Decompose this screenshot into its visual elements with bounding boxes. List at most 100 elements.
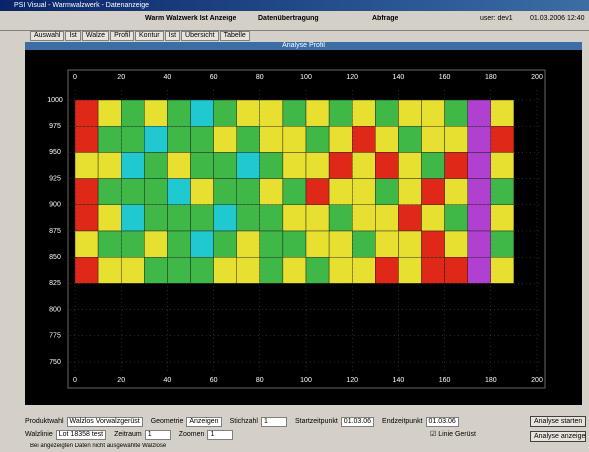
heat-cell bbox=[398, 125, 422, 153]
field: Startzeitpunkt 01.03.06 bbox=[295, 416, 375, 427]
x-tick-label: 160 bbox=[439, 74, 451, 81]
heat-cell bbox=[328, 230, 353, 258]
heat-cell bbox=[167, 230, 191, 258]
heat-cell bbox=[167, 178, 191, 206]
chart: 0 0 20 20 40 40 60 60 80 80 100 100 120 120 140 140 160 1… bbox=[47, 69, 546, 389]
heat-cell bbox=[375, 125, 399, 153]
heat-cell bbox=[398, 230, 422, 258]
panel-header: Analyse Profil bbox=[25, 42, 582, 50]
field: Stichzahl 1 bbox=[230, 416, 287, 427]
field-input[interactable]: Anzeigen bbox=[186, 416, 222, 427]
field-input[interactable]: Lot 18358 test bbox=[55, 429, 107, 440]
field: Endzeitpunkt 01.03.06 bbox=[382, 416, 459, 427]
heat-cell bbox=[97, 204, 122, 232]
toolbar: Warm Walzwerk Ist Anzeige Datenübertragu… bbox=[0, 11, 589, 31]
x-tick-label: 60 bbox=[210, 74, 218, 81]
y-tick-label: 900 bbox=[49, 202, 61, 209]
field: Zoomen 1 bbox=[179, 429, 234, 440]
heat-cell bbox=[444, 178, 468, 206]
heat-cell bbox=[398, 99, 422, 127]
heat-cell bbox=[74, 125, 99, 153]
heat-cell bbox=[97, 230, 122, 258]
x-tick-label: 0 bbox=[73, 377, 77, 384]
tab[interactable]: Übersicht bbox=[181, 31, 219, 41]
tab[interactable]: Kontur bbox=[135, 31, 164, 41]
heat-cell bbox=[144, 178, 168, 206]
button[interactable]: Analyse starten bbox=[530, 416, 586, 427]
heat-cell bbox=[120, 125, 145, 153]
tab[interactable]: Profil bbox=[110, 31, 135, 41]
heat-cell bbox=[236, 99, 260, 127]
heat-cell bbox=[352, 125, 376, 153]
heat-cell bbox=[467, 152, 492, 179]
heat-cell bbox=[74, 256, 99, 284]
heat-cell bbox=[467, 178, 492, 206]
y-tick-label: 875 bbox=[49, 228, 61, 235]
heat-cell bbox=[305, 152, 330, 179]
button[interactable]: Analyse anzeigen bbox=[530, 431, 586, 442]
heat-cell bbox=[328, 125, 353, 153]
heat-cell bbox=[352, 204, 376, 232]
x-tick-label: 200 bbox=[531, 74, 543, 81]
heat-cell bbox=[120, 152, 145, 179]
heat-cell bbox=[190, 204, 214, 232]
field-input[interactable]: 1 bbox=[207, 429, 234, 440]
x-tick-label: 140 bbox=[393, 74, 405, 81]
field: Zeitraum 1 bbox=[114, 429, 171, 440]
heat-cell bbox=[282, 204, 307, 232]
heat-cell bbox=[375, 256, 399, 284]
heat-cell bbox=[305, 256, 330, 284]
heat-cell bbox=[259, 152, 284, 179]
heat-cell bbox=[236, 178, 260, 206]
heat-cell bbox=[398, 256, 422, 284]
heat-cell bbox=[305, 178, 330, 206]
tab[interactable]: Walze bbox=[81, 31, 110, 41]
field-input[interactable]: 1 bbox=[260, 416, 287, 427]
heat-cell bbox=[213, 125, 237, 153]
field-input[interactable]: 01.03.06 bbox=[425, 416, 459, 427]
y-tick-label: 925 bbox=[49, 175, 61, 182]
heat-cell bbox=[259, 125, 284, 153]
tab[interactable]: Ist bbox=[164, 31, 181, 41]
field-input[interactable]: Walzlos Vorwalzgerüst bbox=[66, 416, 143, 427]
heat-cell bbox=[190, 125, 214, 153]
field-label: Walzlinie bbox=[25, 431, 53, 438]
checkbox[interactable]: ☑ Linie Gerüst bbox=[430, 431, 476, 438]
heat-cell bbox=[352, 256, 376, 284]
heat-cell bbox=[352, 230, 376, 258]
heat-cell bbox=[490, 99, 515, 127]
heat-cell bbox=[282, 125, 307, 153]
status-text: Bei angezeigten Daten nicht ausgewählte … bbox=[30, 443, 167, 449]
field-label: Zoomen bbox=[178, 431, 205, 438]
field-input[interactable]: 01.03.06 bbox=[340, 416, 375, 427]
y-tick-label: 775 bbox=[49, 333, 61, 340]
tab-strip: Auswahl Ist Walze Profil Kontur Ist Übersicht T… bbox=[0, 31, 589, 41]
toolbar-query[interactable]: Abfrage bbox=[372, 15, 399, 22]
tab[interactable]: Ist bbox=[65, 31, 81, 41]
heat-cell bbox=[213, 152, 237, 179]
heat-cell bbox=[74, 230, 99, 258]
heat-cell bbox=[398, 152, 422, 179]
heat-cell bbox=[467, 204, 492, 232]
control-row: Produktwahl Walzlos Vorwalzgerüst Geometri… bbox=[25, 416, 585, 427]
heat-cell bbox=[259, 230, 284, 258]
heat-cell bbox=[467, 230, 492, 258]
field-input[interactable]: 1 bbox=[144, 429, 171, 440]
heat-cell bbox=[167, 256, 191, 284]
heat-cell bbox=[120, 230, 145, 258]
heat-cell bbox=[213, 204, 237, 232]
heat-cell bbox=[328, 99, 353, 127]
heat-cell bbox=[467, 99, 492, 127]
heat-cell bbox=[236, 204, 260, 232]
heat-cell bbox=[190, 152, 214, 179]
heat-cell bbox=[444, 256, 468, 284]
toolbar-title: Warm Walzwerk Ist Anzeige bbox=[145, 15, 237, 22]
heat-cell bbox=[144, 256, 168, 284]
heat-cell bbox=[421, 99, 445, 127]
y-tick-label: 850 bbox=[49, 254, 61, 261]
heat-cell bbox=[259, 99, 284, 127]
toolbar-user: user: dev1 bbox=[480, 15, 513, 22]
tab[interactable]: Auswahl bbox=[30, 31, 65, 41]
tab[interactable]: Tabelle bbox=[219, 31, 250, 41]
heat-cell bbox=[490, 125, 515, 153]
